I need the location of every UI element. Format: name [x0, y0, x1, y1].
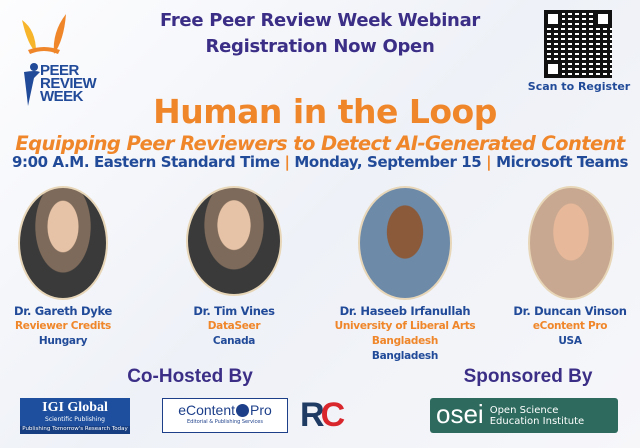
event-time: 9:00 A.M. Eastern Standard Time — [11, 153, 280, 171]
qr-code[interactable] — [544, 10, 612, 78]
speaker-card: Dr. Haseeb Irfanullah University of Libe… — [334, 304, 476, 362]
speaker-card: Dr. Gareth Dyke Reviewer Credits Hungary — [14, 304, 112, 347]
event-date: Monday, September 15 — [294, 153, 482, 171]
speaker-card: Dr. Duncan Vinson eContent Pro USA — [513, 304, 627, 347]
cohosted-heading: Co-Hosted By — [127, 366, 253, 387]
speaker-photo-gareth-dyke — [18, 186, 108, 300]
speaker-photo-duncan-vinson — [528, 186, 614, 300]
osei-logo[interactable]: osei Open Science Education Institute — [430, 398, 618, 433]
scan-to-register-label: Scan to Register — [527, 80, 631, 93]
peer-review-week-logo: PEER REVIEW WEEK — [10, 8, 110, 106]
rc-logo[interactable]: RC RC — [300, 396, 345, 434]
event-details: 9:00 A.M. Eastern Standard Time | Monday… — [11, 153, 629, 171]
header-line1: Free Peer Review Week Webinar — [159, 10, 480, 31]
event-title: Human in the Loop — [153, 92, 497, 131]
econtent-pro-logo[interactable]: eContent Pro Editorial & Publishing Servi… — [162, 398, 288, 433]
pen-icon — [236, 404, 250, 417]
speaker-photo-tim-vines — [186, 186, 282, 296]
speaker-card: Dr. Tim Vines DataSeer Canada — [193, 304, 275, 347]
sponsored-heading: Sponsored By — [463, 366, 593, 387]
person-icon — [24, 63, 40, 106]
event-platform: Microsoft Teams — [496, 153, 629, 171]
speaker-photo-haseeb-irfanullah — [358, 186, 452, 300]
flame-icon — [22, 14, 66, 54]
event-subtitle: Equipping Peer Reviewers to Detect AI-Ge… — [15, 132, 625, 155]
igi-global-logo[interactable]: IGI Global Scientific Publishing Publish… — [20, 398, 130, 434]
header-line2: Registration Now Open — [205, 36, 435, 57]
